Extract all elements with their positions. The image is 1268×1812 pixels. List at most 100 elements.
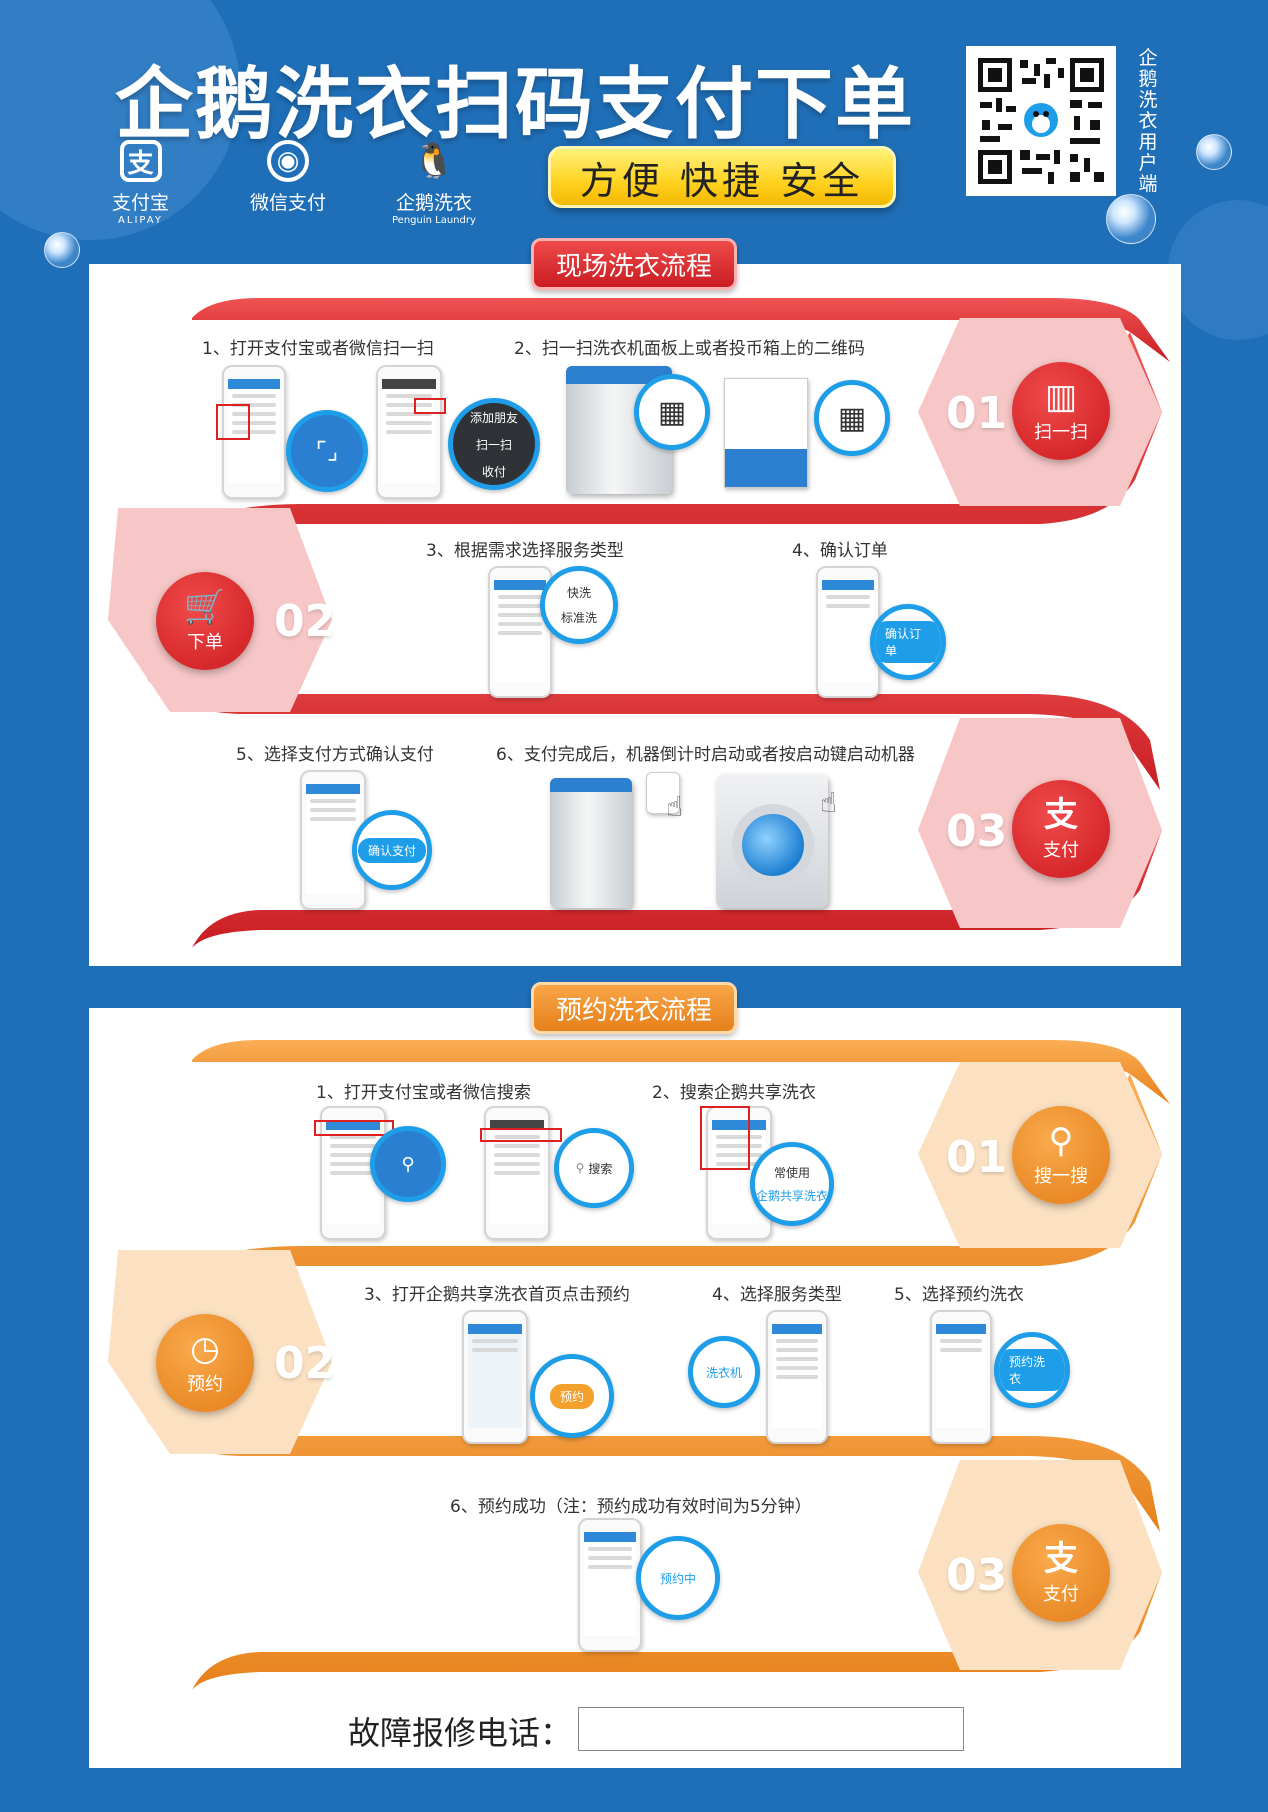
qr-code-icon: ▦ <box>837 400 867 436</box>
reserve-wash-button: 预约洗衣 <box>999 1349 1065 1391</box>
badge-number: 01 <box>946 388 1008 439</box>
highlight-box <box>314 1120 394 1136</box>
alipay-icon: 支 <box>119 140 162 182</box>
alipay-brand: 支 支付宝 ALIPAY <box>112 140 169 226</box>
onsite-title: 现场洗衣流程 <box>530 238 738 290</box>
search-icon: ⚲ <box>401 1153 415 1175</box>
reserve-button: 预约 <box>549 1383 594 1409</box>
clock-icon: ◷ <box>190 1329 220 1369</box>
badge-number: 03 <box>946 1550 1008 1601</box>
phone-alipay-home <box>222 365 286 499</box>
pay-badge: 支 支付 <box>1012 780 1110 878</box>
brand-name: 支付宝 <box>112 192 170 214</box>
start-button-panel <box>646 772 680 814</box>
search-icon: ⚲ <box>575 1161 585 1175</box>
washer-type-magnifier: 洗衣机 <box>688 1336 760 1408</box>
reserve-badge: ◷ 预约 <box>156 1314 254 1412</box>
onsite-step-3: 3、根据需求选择服务类型 <box>426 541 624 561</box>
brand-sub: Penguin Laundry <box>392 215 476 226</box>
order-badge: 🛒 下单 <box>156 572 254 670</box>
scan-label: 扫一扫 <box>475 437 512 452</box>
repair-phone-field <box>578 1707 964 1751</box>
page-title: 企鹅洗衣扫码支付下单 <box>115 60 916 150</box>
slogan-banner: 方便 快捷 安全 <box>548 146 896 208</box>
onsite-step-5: 5、选择支付方式确认支付 <box>236 745 434 765</box>
phone-wechat-discover <box>484 1106 550 1240</box>
penguin-share-label: 企鹅共享洗衣 <box>755 1189 828 1203</box>
reserved-magnifier: 预约中 <box>636 1536 720 1620</box>
alipay-icon: 支 <box>1044 795 1078 835</box>
phone-service-type <box>488 566 552 698</box>
scan-magnifier: ⌜⌟ <box>286 410 368 492</box>
search-icon: ⚲ <box>1048 1121 1074 1161</box>
qr-magnifier: ▦ <box>814 380 890 456</box>
wechat-pay-brand: ◉ 微信支付 <box>250 140 326 215</box>
phone-service-list <box>766 1310 828 1444</box>
reserve-step-3: 3、打开企鹅共享洗衣首页点击预约 <box>364 1285 630 1305</box>
reserve-step-1: 1、打开支付宝或者微信搜索 <box>316 1083 531 1103</box>
phone-pay-method <box>300 770 366 910</box>
brand-name: 微信支付 <box>250 192 327 214</box>
phone-reserve-success <box>578 1518 642 1652</box>
alipay-icon: 支 <box>1044 1539 1078 1579</box>
phone-map-home <box>462 1310 528 1444</box>
standard-wash-label: 标准洗 <box>560 611 597 625</box>
badge-number: 03 <box>946 806 1008 857</box>
confirm-pay-magnifier: 确认支付 <box>352 810 432 890</box>
highlight-box <box>414 398 446 414</box>
qr-code-icon: ▦ <box>657 394 687 430</box>
front-load-washer-image <box>716 774 828 908</box>
top-load-washer-image <box>550 778 632 908</box>
brand-name: 企鹅洗衣 <box>395 192 472 214</box>
badge-number: 02 <box>274 1338 336 1389</box>
badge-number: 01 <box>946 1132 1008 1183</box>
wechat-menu-magnifier: 添加朋友 扫一扫 收付 <box>448 398 540 490</box>
bubble-decoration <box>1196 134 1232 170</box>
phone-confirm-order <box>816 566 880 698</box>
add-friend-label: 添加朋友 <box>469 410 518 425</box>
bubble-decoration <box>44 232 80 268</box>
reserved-label: 预约中 <box>659 1571 696 1586</box>
phone-reserve-wash <box>930 1310 992 1444</box>
onsite-step-1: 1、打开支付宝或者微信扫一扫 <box>202 339 434 359</box>
confirm-order-button: 确认订单 <box>875 621 941 663</box>
background-circle <box>1168 200 1268 340</box>
reserve-wash-magnifier: 预约洗衣 <box>994 1332 1070 1408</box>
barcode-icon: ▥ <box>1044 377 1078 417</box>
wechat-pay-icon: ◉ <box>267 140 309 182</box>
service-type-magnifier: 快洗 标准洗 <box>540 566 618 644</box>
common-label: 常使用 <box>773 1166 810 1180</box>
qr-code-icon <box>974 54 1108 188</box>
hand-pointer-icon: ☝ <box>820 786 838 819</box>
search-badge: ⚲ 搜一搜 <box>1012 1106 1110 1204</box>
repair-phone-label: 故障报修电话： <box>348 1714 573 1752</box>
onsite-step-6: 6、支付完成后，机器倒计时启动或者按启动键启动机器 <box>496 745 915 765</box>
badge-caption: 搜一搜 <box>1034 1166 1088 1187</box>
cart-icon: 🛒 <box>183 587 227 627</box>
search-magnifier: ⚲ <box>370 1126 446 1202</box>
reserve-title: 预约洗衣流程 <box>530 982 738 1034</box>
badge-caption: 支付 <box>1043 840 1079 861</box>
badge-caption: 下单 <box>187 632 223 653</box>
scan-frame-icon: ⌜⌟ <box>315 437 339 465</box>
badge-number: 02 <box>274 596 336 647</box>
badge-caption: 支付 <box>1043 1584 1079 1605</box>
hand-pointer-icon: ☝ <box>666 790 684 823</box>
penguin-laundry-brand: 🐧 企鹅洗衣 Penguin Laundry <box>392 140 476 226</box>
bubble-decoration <box>1106 194 1156 244</box>
penguin-logo-icon: 🐧 <box>412 141 456 181</box>
highlight-box <box>700 1106 750 1170</box>
onsite-step-4: 4、确认订单 <box>792 541 888 561</box>
badge-caption: 预约 <box>187 1374 223 1395</box>
phone-wechat-menu <box>376 365 442 499</box>
coin-box-image <box>724 378 808 488</box>
pay-badge: 支 支付 <box>1012 1524 1110 1622</box>
qr-magnifier: ▦ <box>634 374 710 450</box>
search-label: 搜索 <box>588 1161 613 1176</box>
reserve-step-6: 6、预约成功（注：预约成功有效时间为5分钟） <box>450 1497 812 1517</box>
qr-code <box>966 46 1116 196</box>
highlight-box <box>480 1128 562 1142</box>
reserve-step-2: 2、搜索企鹅共享洗衣 <box>652 1083 816 1103</box>
badge-caption: 扫一扫 <box>1034 422 1088 443</box>
highlight-box <box>216 404 250 440</box>
